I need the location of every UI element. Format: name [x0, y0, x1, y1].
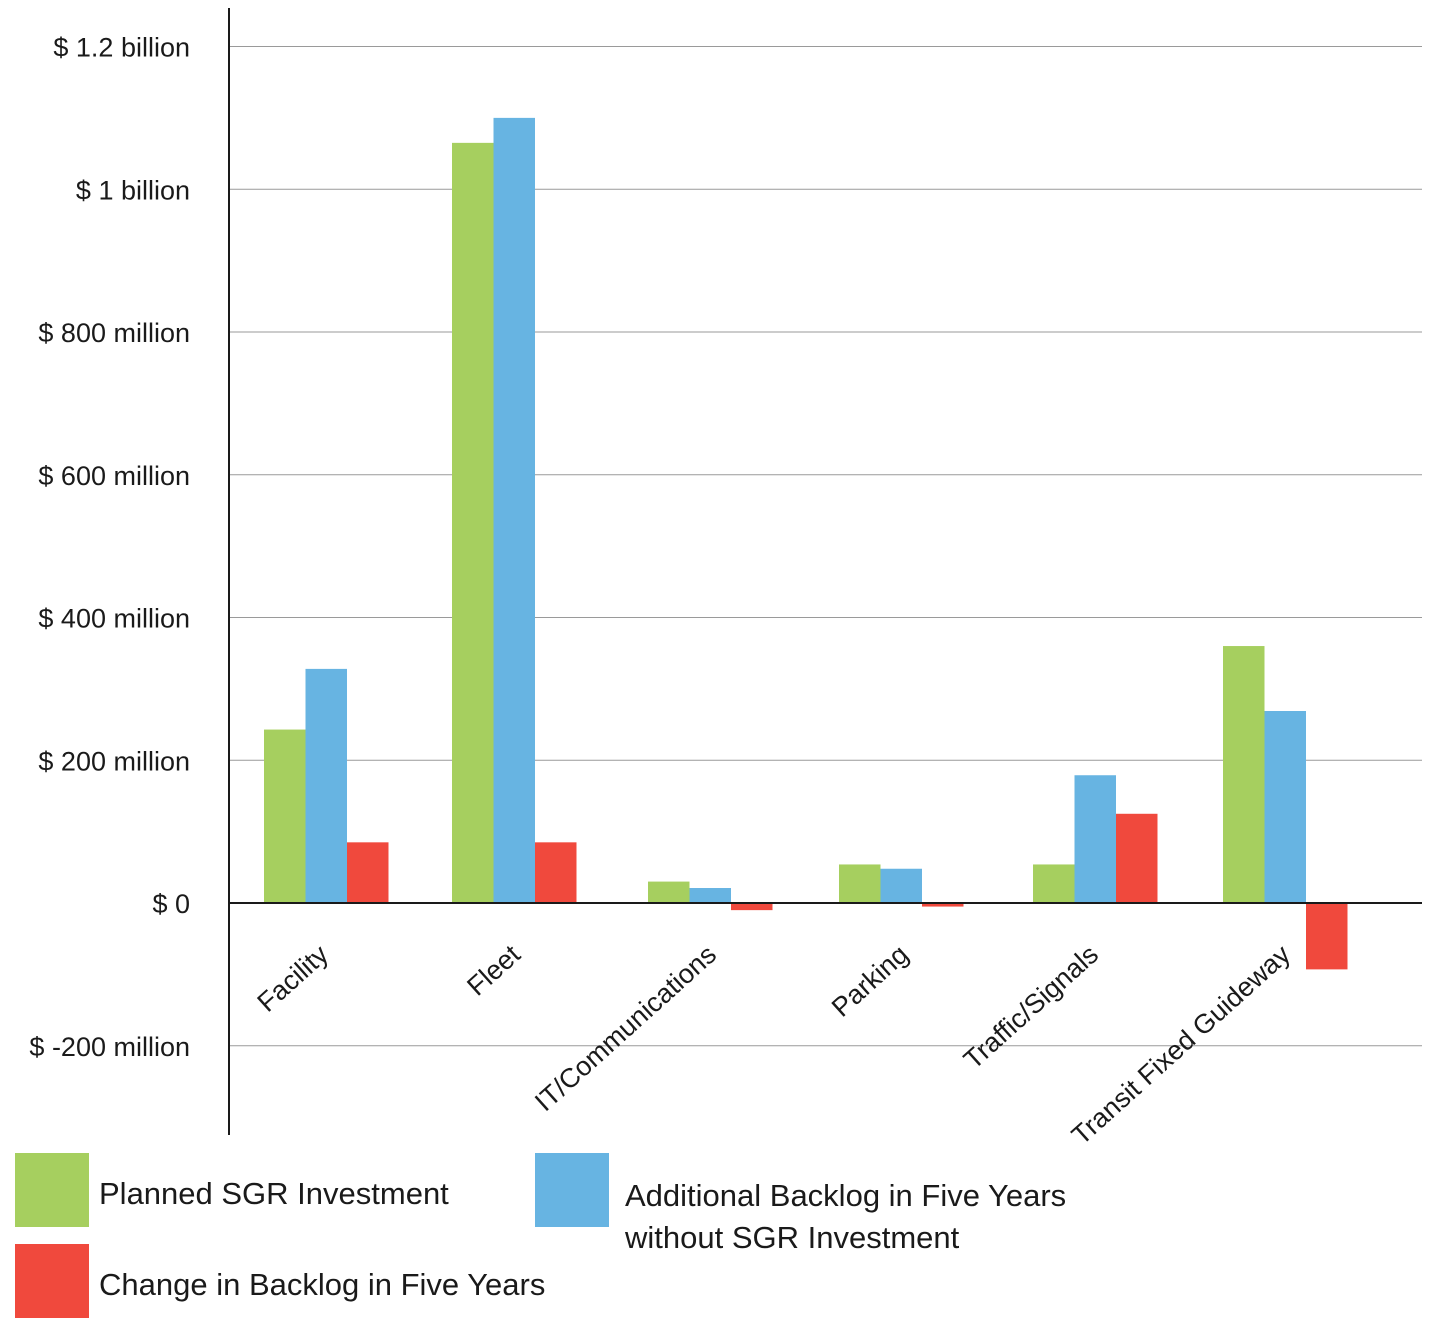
x-tick-label: Facility — [252, 939, 335, 1018]
legend-item-planned: Planned SGR Investment — [15, 1153, 449, 1227]
legend-label-line: Additional Backlog in Five Years — [625, 1178, 1067, 1213]
x-tick-label: Parking — [826, 939, 914, 1023]
bar — [1074, 775, 1116, 903]
y-tick-label: $ 1 billion — [76, 175, 190, 205]
y-tick-label: $ -200 million — [29, 1032, 190, 1062]
bars — [264, 117, 1348, 970]
bar — [1223, 646, 1265, 903]
y-tick-labels: $ 1.2 billion $ 1 billion $ 800 million $ 6… — [29, 33, 190, 1062]
bar — [535, 842, 577, 903]
bar — [1264, 711, 1306, 903]
legend-item-change-in-backlog: Change in Backlog in Five Years — [15, 1244, 545, 1318]
x-tick-label: Traffic/Signals — [958, 939, 1104, 1075]
legend-swatch-additional-backlog — [535, 1153, 609, 1227]
legend-label-planned: Planned SGR Investment — [99, 1173, 449, 1215]
bar — [880, 868, 922, 903]
bar — [839, 864, 881, 903]
y-tick-label: $ 200 million — [38, 746, 190, 776]
bar — [922, 903, 964, 907]
bar — [452, 142, 494, 903]
legend-label-additional-backlog: Additional Backlog in Five Years without… — [625, 1175, 1066, 1259]
bar — [1306, 903, 1348, 970]
x-tick-labels: Facility Fleet IT/Communications Parking Tra… — [252, 939, 1297, 1145]
bar-chart: $ 1.2 billion $ 1 billion $ 800 million $ 6… — [29, 8, 1422, 1145]
bar — [1116, 813, 1158, 903]
legend-label-change-in-backlog: Change in Backlog in Five Years — [99, 1264, 545, 1306]
y-tick-label: $ 400 million — [38, 604, 190, 634]
legend-label-line: without SGR Investment — [625, 1220, 960, 1255]
y-tick-label: $ 600 million — [38, 461, 190, 491]
bar — [689, 888, 731, 903]
bar — [648, 881, 690, 903]
x-tick-label: Transit Fixed Guideway — [1066, 939, 1296, 1145]
legend-label-line: Planned SGR Investment — [99, 1176, 449, 1211]
legend-swatch-change-in-backlog — [15, 1244, 89, 1318]
bar — [305, 668, 347, 903]
legend-item-additional-backlog: Additional Backlog in Five Years without… — [535, 1153, 1066, 1259]
y-tick-label: $ 1.2 billion — [53, 33, 190, 63]
legend-swatch-planned — [15, 1153, 89, 1227]
legend-label-line: Change in Backlog in Five Years — [99, 1267, 546, 1302]
bar — [731, 903, 773, 911]
x-tick-label: Fleet — [461, 939, 526, 1002]
bar — [347, 842, 389, 903]
x-tick-label: IT/Communications — [529, 939, 722, 1117]
axes — [228, 8, 1422, 1135]
y-tick-label: $ 800 million — [38, 318, 190, 348]
gridlines — [229, 46, 1422, 1047]
bar — [493, 117, 535, 903]
bar — [264, 729, 306, 903]
y-tick-label: $ 0 — [152, 889, 190, 919]
bar — [1033, 864, 1075, 903]
